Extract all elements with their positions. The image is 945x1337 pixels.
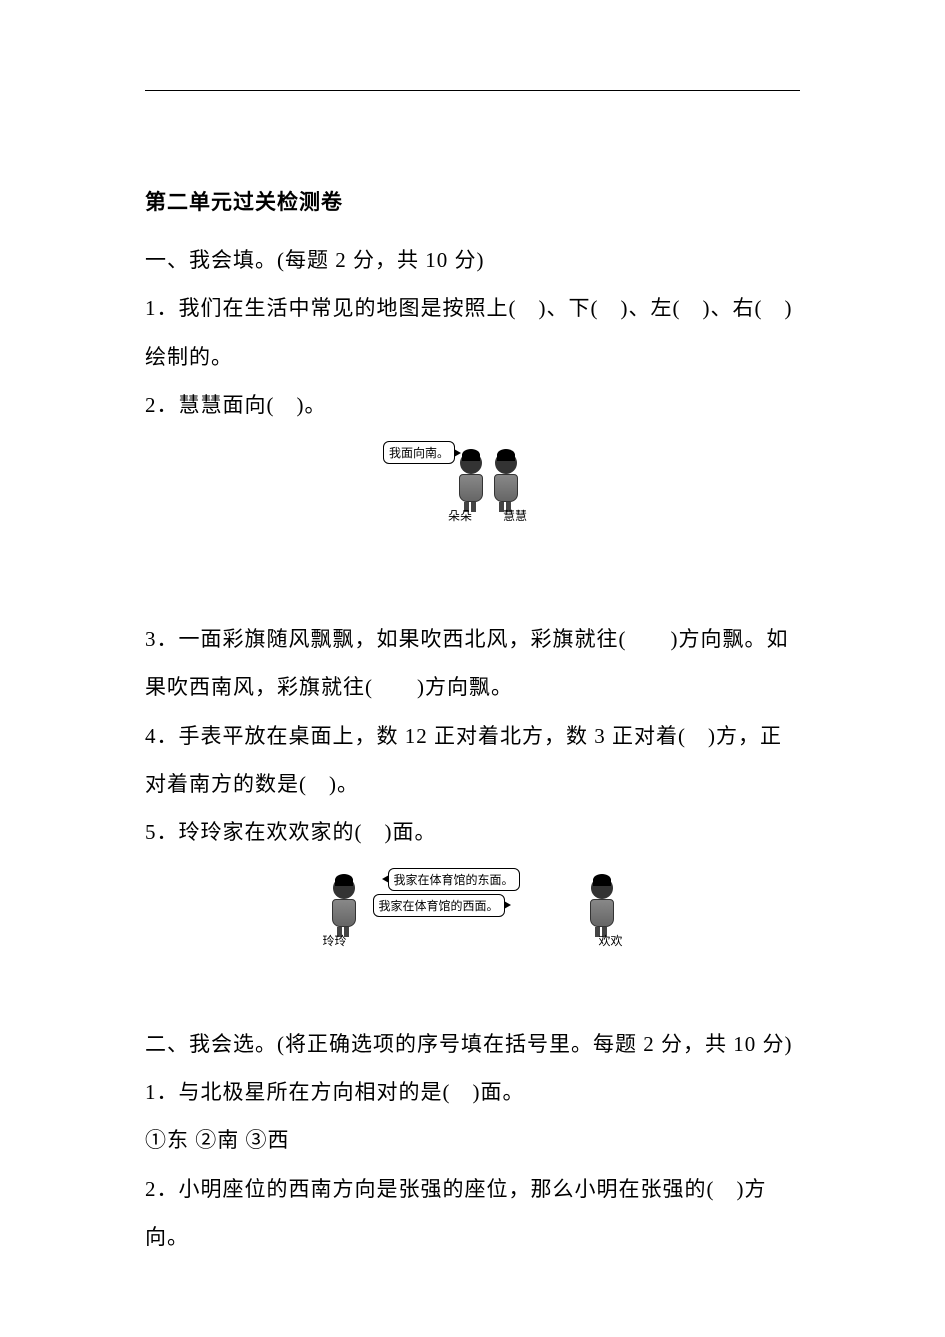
kid-huihui xyxy=(490,452,522,507)
question-1-4: 4．手表平放在桌面上，数 12 正对着北方，数 3 正对着( )方，正对着南方的… xyxy=(145,712,800,809)
speech-bubble-duoduo: 我面向南。 xyxy=(383,441,455,464)
section-2-heading: 二、我会选。(将正确选项的序号填在括号里。每题 2 分，共 10 分) xyxy=(145,1020,800,1068)
label-lingling: 玲玲 xyxy=(315,932,355,949)
header-rule xyxy=(145,90,800,91)
label-huanhuan: 欢欢 xyxy=(591,932,631,949)
question-2-1-options: ①东 ②南 ③西 xyxy=(145,1116,800,1164)
question-2-2: 2．小明座位的西南方向是张强的座位，那么小明在张强的( )方向。 xyxy=(145,1165,800,1262)
kid-huanhuan xyxy=(586,877,618,932)
speech-bubble-west: 我家在体育馆的西面。 xyxy=(373,894,505,917)
question-2-1: 1．与北极星所在方向相对的是( )面。 xyxy=(145,1068,800,1116)
question-1-1: 1．我们在生活中常见的地图是按照上( )、下( )、左( )、右( )绘制的。 xyxy=(145,284,800,381)
label-huihui: 慧慧 xyxy=(495,507,535,524)
question-1-3: 3．一面彩旗随风飘飘，如果吹西北风，彩旗就往( )方向飘。如果吹西南风，彩旗就往… xyxy=(145,615,800,712)
kid-duoduo xyxy=(455,452,487,507)
section-1-heading: 一、我会填。(每题 2 分，共 10 分) xyxy=(145,236,800,284)
kid-lingling xyxy=(328,877,360,932)
figure-q5-inner: 我家在体育馆的东面。 我家在体育馆的西面。 玲玲 欢欢 xyxy=(323,862,623,947)
document-page: 第二单元过关检测卷 一、我会填。(每题 2 分，共 10 分) 1．我们在生活中… xyxy=(0,0,945,1261)
question-1-2: 2．慧慧面向( )。 xyxy=(145,381,800,429)
spacer xyxy=(145,540,800,615)
label-duoduo: 朵朵 xyxy=(440,507,480,524)
speech-bubble-east: 我家在体育馆的东面。 xyxy=(388,868,520,891)
spacer xyxy=(145,965,800,1020)
figure-q2: 我面向南。 朵朵 慧慧 xyxy=(145,437,800,522)
question-1-5: 5．玲玲家在欢欢家的( )面。 xyxy=(145,808,800,856)
figure-q2-inner: 我面向南。 朵朵 慧慧 xyxy=(385,437,560,522)
figure-q5: 我家在体育馆的东面。 我家在体育馆的西面。 玲玲 欢欢 xyxy=(145,862,800,947)
unit-title: 第二单元过关检测卷 xyxy=(145,186,800,216)
